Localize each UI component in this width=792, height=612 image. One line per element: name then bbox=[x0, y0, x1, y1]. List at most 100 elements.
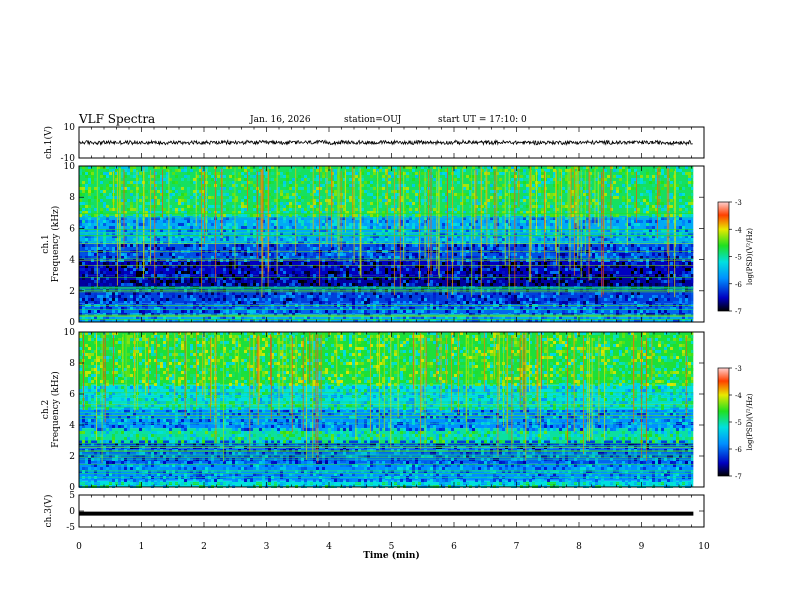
sg1-cell bbox=[148, 286, 151, 289]
sg1-cell bbox=[157, 283, 160, 286]
sg1-cell bbox=[94, 187, 97, 190]
sg1-cell bbox=[277, 187, 280, 190]
sg1-cell bbox=[166, 181, 169, 184]
sg1-cell bbox=[499, 178, 502, 181]
sg1-cell bbox=[565, 211, 568, 214]
sg1-cell bbox=[445, 196, 448, 199]
sg1-cell bbox=[616, 214, 619, 217]
sg1-cell bbox=[190, 181, 193, 184]
sg1-cell bbox=[139, 286, 142, 289]
sg1-cell bbox=[202, 280, 205, 283]
sg1-cell bbox=[262, 256, 265, 259]
sg1-cell bbox=[628, 214, 631, 217]
sg1-cell bbox=[79, 199, 82, 202]
sg1-cell bbox=[652, 211, 655, 214]
sg1-cell bbox=[265, 265, 268, 268]
sg1-cell bbox=[181, 226, 184, 229]
sg1-cell bbox=[652, 229, 655, 232]
sg1-cell bbox=[322, 283, 325, 286]
sg1-cell bbox=[286, 172, 289, 175]
sg1-cell bbox=[100, 184, 103, 187]
sg1-cell bbox=[145, 208, 148, 211]
sg1-cell bbox=[553, 184, 556, 187]
sg1-cell bbox=[202, 277, 205, 280]
sg1-cell bbox=[175, 208, 178, 211]
sg1-cell bbox=[454, 193, 457, 196]
sg1-cell bbox=[100, 229, 103, 232]
sg1-cell bbox=[178, 262, 181, 265]
sg1-cell bbox=[490, 226, 493, 229]
sg1-cell bbox=[97, 223, 100, 226]
sg1-cell bbox=[295, 166, 298, 169]
sg1-cell bbox=[520, 256, 523, 259]
sg1-cell bbox=[583, 253, 586, 256]
sg1-cell bbox=[274, 244, 277, 247]
sg1-cell bbox=[538, 217, 541, 220]
sg1-cell bbox=[457, 196, 460, 199]
sg1-cell bbox=[613, 229, 616, 232]
sg1-cell bbox=[265, 292, 268, 295]
sg1-cell bbox=[439, 232, 442, 235]
sg1-cell bbox=[463, 166, 466, 169]
sg1-cell bbox=[412, 202, 415, 205]
sg1-cell bbox=[649, 262, 652, 265]
sg1-cell bbox=[475, 226, 478, 229]
sg1-cell bbox=[583, 229, 586, 232]
sg1-cell bbox=[247, 238, 250, 241]
sg1-cell bbox=[595, 274, 598, 277]
sg1-cell bbox=[373, 235, 376, 238]
sg1-cell bbox=[274, 280, 277, 283]
sg1-cell bbox=[559, 205, 562, 208]
sg1-cell bbox=[148, 214, 151, 217]
sg1-cell bbox=[466, 235, 469, 238]
sg1-cell bbox=[526, 217, 529, 220]
sg1-cell bbox=[154, 196, 157, 199]
sg1-cell bbox=[280, 268, 283, 271]
sg1-cell bbox=[79, 226, 82, 229]
sg1-cell bbox=[442, 244, 445, 247]
sg1-cell bbox=[502, 229, 505, 232]
sg1-cell bbox=[187, 217, 190, 220]
sg1-cell bbox=[505, 223, 508, 226]
sg1-cell bbox=[688, 271, 691, 274]
sg1-cell bbox=[586, 193, 589, 196]
sg1-cell bbox=[538, 283, 541, 286]
sg1-cell bbox=[139, 199, 142, 202]
sg1-cell bbox=[523, 286, 526, 289]
sg1-cell bbox=[211, 196, 214, 199]
sg1-cell bbox=[100, 262, 103, 265]
sg1-cell bbox=[391, 286, 394, 289]
sg1-cell bbox=[565, 217, 568, 220]
sg1-cell bbox=[493, 274, 496, 277]
sg1-cell bbox=[352, 256, 355, 259]
sg1-cell bbox=[232, 244, 235, 247]
sg1-cell bbox=[661, 202, 664, 205]
sg1-cell bbox=[658, 253, 661, 256]
sg1-cell bbox=[286, 169, 289, 172]
sg1-cell bbox=[274, 241, 277, 244]
sg1-cell bbox=[322, 175, 325, 178]
sg1-cell bbox=[349, 265, 352, 268]
sg1-cell bbox=[265, 175, 268, 178]
sg1-cell bbox=[124, 244, 127, 247]
sg1-cell bbox=[130, 205, 133, 208]
sg1-cell bbox=[361, 187, 364, 190]
sg1-cell bbox=[658, 205, 661, 208]
sg1-cell bbox=[685, 229, 688, 232]
sg1-cell bbox=[571, 277, 574, 280]
sg1-cell bbox=[433, 247, 436, 250]
sg1-cell bbox=[352, 178, 355, 181]
sg1-cell bbox=[466, 199, 469, 202]
sg1-cell bbox=[148, 292, 151, 295]
sg1-cell bbox=[268, 271, 271, 274]
sg1-cell bbox=[229, 253, 232, 256]
sg1-cell bbox=[481, 247, 484, 250]
sg1-cell bbox=[595, 190, 598, 193]
sg1-cell bbox=[655, 220, 658, 223]
sg1-cell bbox=[643, 247, 646, 250]
sg1-cell bbox=[496, 208, 499, 211]
sg1-cell bbox=[601, 286, 604, 289]
sg1-cell bbox=[490, 271, 493, 274]
sg1-cell bbox=[202, 223, 205, 226]
sg1-cell bbox=[88, 256, 91, 259]
